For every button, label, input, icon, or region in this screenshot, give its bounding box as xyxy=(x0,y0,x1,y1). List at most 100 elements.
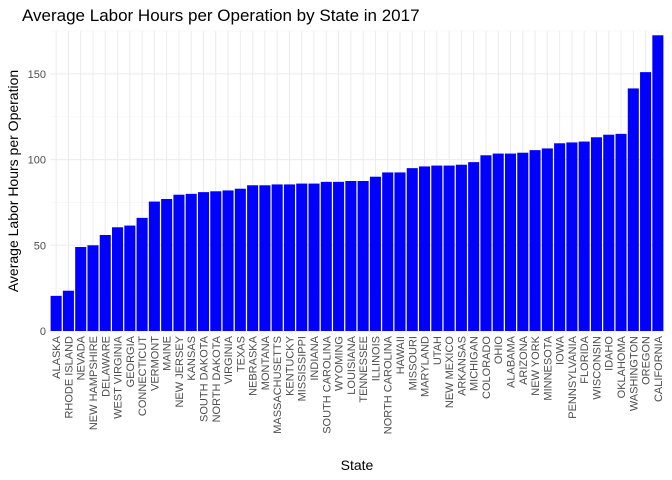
x-tick-label: WYOMING xyxy=(334,336,346,391)
bar xyxy=(50,295,62,331)
bar xyxy=(443,165,455,331)
bar xyxy=(566,142,578,331)
bar xyxy=(62,290,74,331)
bar xyxy=(222,190,234,331)
bar xyxy=(394,172,406,331)
bar xyxy=(504,153,517,331)
bar xyxy=(333,181,345,331)
x-tick-label: WASHINGTON xyxy=(628,336,640,411)
bar xyxy=(652,35,664,332)
x-tick-label: KANSAS xyxy=(186,336,198,381)
bar xyxy=(247,185,259,331)
x-tick-label: HAWAII xyxy=(395,336,407,374)
x-tick-label: IDAHO xyxy=(604,336,616,371)
bar xyxy=(210,191,222,331)
y-tick-label: 100 xyxy=(28,155,46,167)
x-tick-label: KENTUCKY xyxy=(284,335,296,396)
x-tick-label: INDIANA xyxy=(309,335,321,380)
bar xyxy=(283,184,295,331)
y-tick-label: 50 xyxy=(34,240,46,252)
x-axis-title: State xyxy=(341,457,374,473)
bar xyxy=(640,72,652,332)
x-tick-label: GEORGIA xyxy=(125,335,137,387)
x-tick-label: ALABAMA xyxy=(506,335,518,388)
x-tick-label: DELAWARE xyxy=(100,336,112,397)
chart-title: Average Labor Hours per Operation by Sta… xyxy=(22,6,420,25)
x-tick-label: UTAH xyxy=(432,336,444,365)
x-tick-label: OHIO xyxy=(493,336,505,365)
bar xyxy=(112,227,124,331)
bars xyxy=(50,35,664,332)
bar xyxy=(627,88,639,331)
x-tick-label: WISCONSIN xyxy=(591,336,603,400)
bar xyxy=(259,185,271,331)
y-axis-ticks: 0 50 100 150 xyxy=(28,69,46,338)
x-tick-label: MISSISSIPPI xyxy=(297,336,309,401)
x-tick-label: FLORIDA xyxy=(579,335,591,383)
x-tick-label: NEW YORK xyxy=(530,335,542,395)
x-tick-label: SOUTH CAROLINA xyxy=(321,335,333,433)
bar xyxy=(271,184,283,331)
x-tick-label: OKLAHOMA xyxy=(616,335,628,398)
bar xyxy=(406,168,418,331)
x-tick-label: CALIFORNIA xyxy=(653,335,665,402)
x-tick-label: RHODE ISLAND xyxy=(63,336,75,419)
x-axis-ticks: ALASKA RHODE ISLAND NEVADA NEW HAMPSHIRE DEL… xyxy=(51,335,665,434)
bar xyxy=(431,165,443,331)
bar xyxy=(99,235,111,331)
bar xyxy=(590,137,602,331)
x-tick-label: OREGON xyxy=(641,336,653,385)
x-tick-label: PENNSYLVANIA xyxy=(567,335,579,418)
bar xyxy=(345,181,357,331)
bar xyxy=(124,225,136,331)
x-tick-label: IOWA xyxy=(555,335,567,365)
bar xyxy=(173,194,185,331)
x-tick-label: NEW JERSEY xyxy=(174,335,186,407)
x-tick-label: TEXAS xyxy=(235,336,247,372)
bar xyxy=(578,141,590,331)
bar xyxy=(185,193,197,331)
x-tick-label: ILLINOIS xyxy=(370,336,382,381)
bar xyxy=(455,164,467,331)
bar xyxy=(419,166,431,331)
bar xyxy=(197,192,210,331)
x-tick-label: MISSOURI xyxy=(407,336,419,390)
x-tick-label: MARYLAND xyxy=(420,336,432,397)
x-tick-label: ARIZONA xyxy=(518,335,530,385)
x-tick-label: LOUISIANA xyxy=(346,335,358,394)
x-tick-label: MICHIGAN xyxy=(469,336,481,391)
bar xyxy=(357,181,369,331)
bar xyxy=(369,176,381,331)
bar xyxy=(75,247,87,331)
bar xyxy=(148,201,160,331)
x-tick-label: ARKANSAS xyxy=(456,336,468,396)
bar xyxy=(468,162,480,331)
x-tick-label: MINNESOTA xyxy=(542,335,554,400)
x-tick-label: MONTANA xyxy=(260,335,272,390)
bar xyxy=(161,199,173,331)
bar xyxy=(517,152,529,331)
x-tick-label: MAINE xyxy=(162,336,174,371)
bar xyxy=(320,181,332,331)
bar xyxy=(234,188,246,331)
bar xyxy=(603,134,615,331)
bar xyxy=(296,183,308,331)
bar xyxy=(308,183,320,331)
bar xyxy=(492,153,504,331)
x-tick-label: MASSACHUSETTS xyxy=(272,336,284,434)
bar xyxy=(136,217,148,331)
x-tick-label: VERMONT xyxy=(149,336,161,391)
bar xyxy=(480,155,492,331)
x-tick-label: WEST VIRGINIA xyxy=(113,335,125,419)
x-tick-label: NORTH DAKOTA xyxy=(211,335,223,422)
y-axis-title: Average Labor Hours per Operation xyxy=(5,70,21,292)
x-tick-label: NEVADA xyxy=(76,335,88,380)
bar xyxy=(87,245,99,331)
x-tick-label: NORTH CAROLINA xyxy=(383,335,395,434)
x-tick-label: SOUTH DAKOTA xyxy=(199,335,211,422)
x-tick-label: TENNESSEE xyxy=(358,336,370,403)
bar xyxy=(382,172,394,331)
bar xyxy=(615,133,627,331)
bar xyxy=(541,148,553,331)
